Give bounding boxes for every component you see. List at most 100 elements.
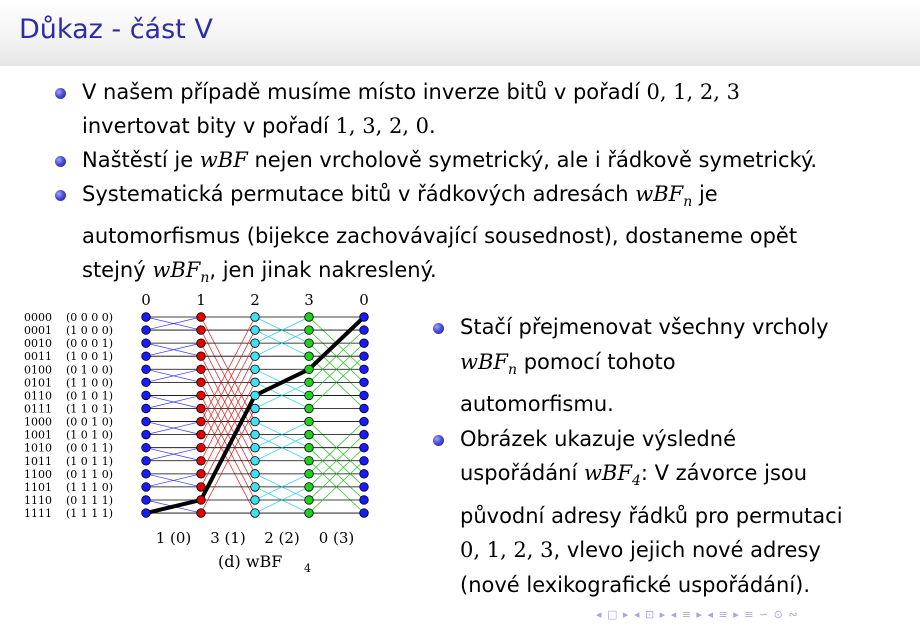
vertex-node: [141, 416, 151, 427]
vertex-node: [304, 495, 314, 505]
vertex-node: [196, 495, 206, 505]
vertex-node: [196, 390, 206, 401]
bullet-dot-icon: [55, 190, 66, 201]
bullet-item: Stačí přejmenovat všechny vrcholy wBFn p…: [433, 310, 903, 422]
vertex-node: [359, 364, 369, 374]
vertex-node: [141, 364, 151, 374]
bullet-dot-icon: [55, 156, 66, 167]
nav-subsection-icon[interactable]: ◂ ⊡ ▸: [633, 608, 667, 621]
vertex-node: [250, 403, 260, 414]
vertex-node: [304, 338, 314, 348]
vertex-node: [196, 456, 206, 466]
vertex-node: [141, 390, 151, 401]
cross-edge: [145, 421, 202, 435]
top-bullet-list: V našem případě musíme místo inverze bit…: [55, 75, 915, 295]
vertex-node: [359, 429, 369, 440]
nav-frame-icon[interactable]: ◂ □ ▸: [596, 608, 630, 621]
cross-edge: [254, 486, 310, 514]
wbf4-butterfly-figure: 0000000100100011010001010110011110001001…: [24, 291, 369, 575]
cross-edge: [145, 473, 202, 488]
cross-edge: [200, 408, 256, 514]
vertex-node: [250, 456, 260, 466]
bullet-line: Stačí přejmenovat všechny vrcholy: [460, 310, 903, 345]
cross-edge: [254, 434, 310, 462]
vertex-node: [196, 469, 206, 479]
cross-edge: [308, 342, 365, 396]
math-base: wBF: [583, 461, 632, 486]
math: wBFn: [152, 258, 209, 286]
text: .: [429, 114, 436, 138]
beamer-navigation: ◂ □ ▸ ◂ ⊡ ▸ ◂ ≡ ▸ ◂ ≡ ▸ ≡ ∽ ⊙ ∾: [596, 608, 916, 624]
vertex-node: [359, 403, 369, 414]
vertex-node: [250, 338, 260, 348]
text: automorfismu.: [460, 392, 614, 417]
vertex-node: [250, 377, 260, 388]
row-label: 0110: [24, 389, 52, 402]
text: , vlevo jejich nové adresy: [553, 538, 821, 563]
row-original-label: (1 0 0 1): [66, 350, 113, 363]
text: je: [692, 182, 718, 206]
math-base: wBF: [460, 349, 508, 374]
vertex-node: [250, 508, 260, 518]
row-original-label: (1 1 0 0): [66, 376, 113, 389]
math-subscript: n: [507, 361, 518, 378]
row-label: 1010: [24, 442, 52, 455]
vertex-node: [359, 312, 369, 322]
vertex-node: [196, 416, 206, 427]
vertex-node: [196, 403, 206, 414]
vertex-node: [359, 416, 369, 427]
bullet-line: Systematická permutace bitů v řádkových …: [82, 177, 915, 219]
column-top-label: 1: [196, 291, 206, 309]
row-original-label: (1 0 1 0): [66, 429, 113, 442]
nav-section-icon[interactable]: ◂ ≡ ▸: [670, 608, 703, 621]
bullet-line: stejný wBFn, jen jinak nakreslený.: [82, 253, 915, 295]
vertex-node: [141, 442, 151, 453]
row-label: 0000: [24, 311, 52, 324]
bullet-line: wBFn pomocí tohoto: [460, 345, 903, 388]
cross-edge: [308, 447, 365, 501]
vertex-node: [196, 351, 206, 361]
math: wBFn: [635, 182, 692, 210]
column-top-label: 3: [304, 291, 314, 309]
nav-part-icon[interactable]: ◂ ≡ ▸: [707, 608, 740, 621]
bullet-line: invertovat bity v pořadí 1, 3, 2, 0.: [82, 109, 915, 143]
cross-edge: [200, 316, 256, 422]
text: Stačí přejmenovat všechny vrcholy: [460, 315, 829, 339]
cross-edge: [145, 395, 202, 409]
vertex-node: [141, 377, 151, 388]
vertex-node: [304, 416, 314, 427]
stage-bottom-label: 3 (1): [210, 529, 246, 547]
nav-toc-icon[interactable]: ≡: [744, 608, 755, 621]
math: 0, 1, 2, 3: [646, 80, 740, 104]
cross-edge: [200, 356, 256, 461]
cross-edge: [308, 460, 365, 514]
vertex-node: [196, 508, 206, 518]
column-top-label: 2: [250, 291, 260, 309]
vertex-node: [304, 312, 314, 322]
vertex-node: [196, 429, 206, 440]
text: uspořádání: [460, 461, 584, 486]
cross-edge: [254, 473, 310, 501]
vertex-node: [250, 364, 260, 374]
cross-edge: [308, 329, 365, 383]
row-label: 0101: [24, 376, 52, 389]
math: 1, 3, 2, 0: [335, 114, 430, 138]
slide-title: Důkaz - část V: [19, 14, 213, 45]
vertex-node: [250, 469, 260, 479]
vertex-node: [304, 482, 314, 492]
bullet-dot-icon: [433, 323, 444, 334]
bullet-dot-icon: [55, 88, 66, 99]
bullet-dot-icon: [433, 434, 444, 446]
bullet-item: Obrázek ukazuje výsledné uspořádání wBF4…: [433, 422, 903, 603]
nav-search-icon[interactable]: ∽ ⊙ ∾: [758, 608, 799, 621]
vertex-node: [359, 456, 369, 466]
text: : V závorce jsou: [640, 461, 808, 486]
vertex-node: [359, 390, 369, 401]
vertex-node: [359, 325, 369, 335]
row-original-label: (0 0 1 0): [66, 416, 113, 429]
row-label: 0001: [24, 324, 52, 337]
cross-edge: [308, 355, 365, 409]
vertex-node: [250, 390, 260, 401]
cross-edge: [200, 382, 256, 488]
row-original-label: (0 1 0 1): [66, 389, 113, 402]
